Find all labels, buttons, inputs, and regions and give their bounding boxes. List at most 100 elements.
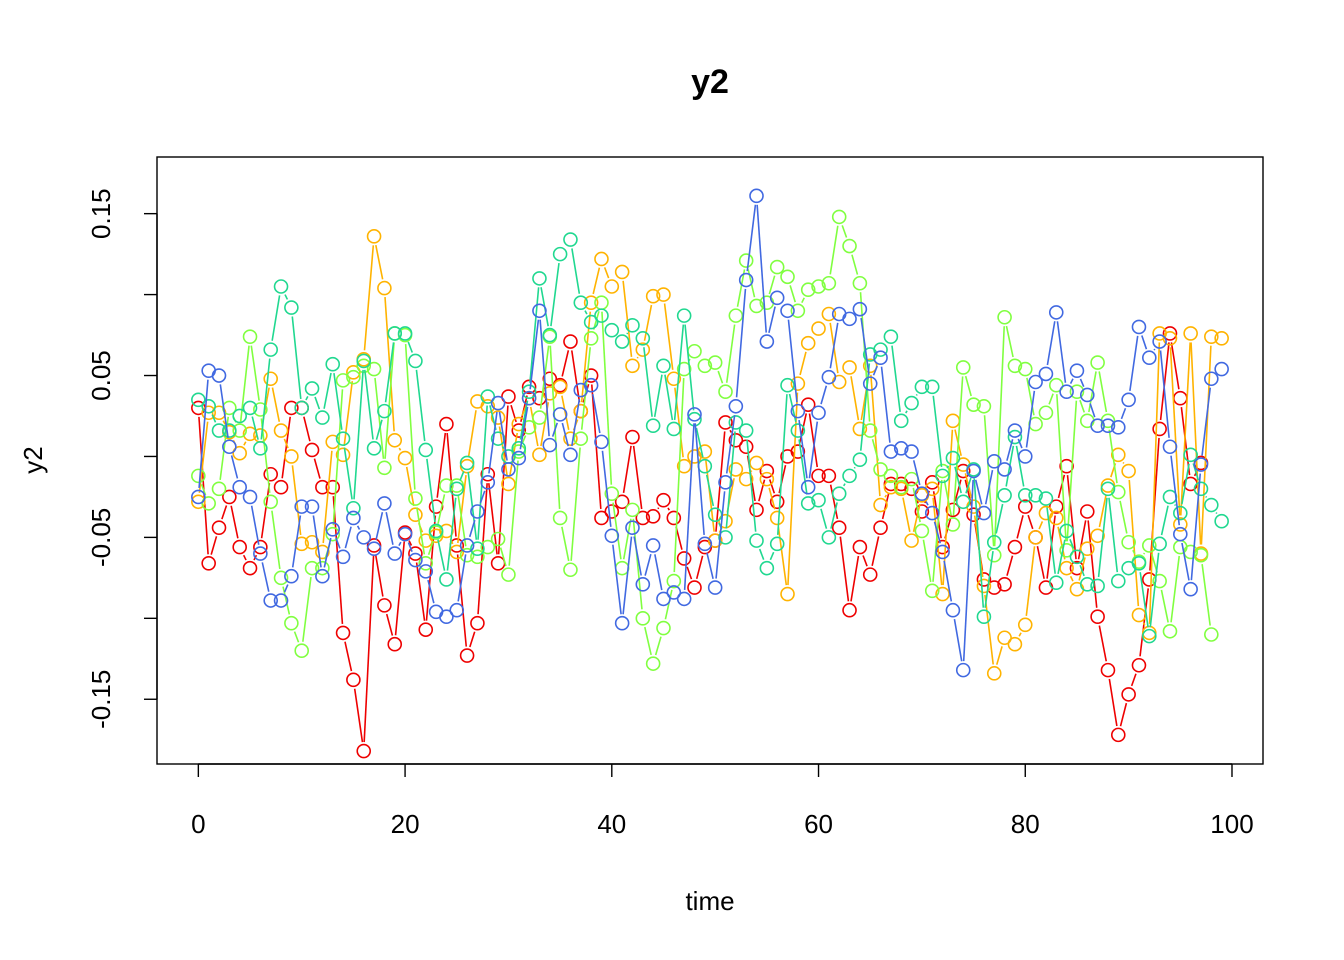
series-3-segment bbox=[1143, 552, 1146, 555]
series-1-point bbox=[945, 502, 961, 518]
series-2-point bbox=[1173, 517, 1188, 532]
series-5-segment bbox=[1120, 407, 1127, 420]
series-5-segment bbox=[880, 366, 891, 443]
series-1-segment bbox=[221, 505, 228, 520]
series-5-segment bbox=[519, 406, 529, 450]
series-5-point bbox=[790, 403, 806, 419]
series-4-segment bbox=[284, 294, 289, 300]
series-1-point bbox=[346, 672, 361, 688]
series-4-point bbox=[387, 326, 403, 341]
series-5-segment bbox=[1129, 335, 1139, 392]
series-2-point bbox=[408, 507, 423, 523]
series-5-point bbox=[211, 368, 227, 383]
series-5-segment bbox=[1025, 390, 1036, 448]
series-3-point bbox=[583, 330, 599, 346]
series-2-point bbox=[614, 264, 630, 280]
series-4-point bbox=[604, 322, 620, 338]
series-1-segment bbox=[881, 492, 890, 520]
series-5-point bbox=[1141, 350, 1157, 366]
series-2-point bbox=[284, 449, 299, 464]
chart-title: y2 bbox=[691, 63, 729, 101]
series-1-segment bbox=[954, 479, 962, 502]
series-1-point bbox=[253, 539, 268, 555]
series-3-point bbox=[614, 560, 630, 576]
series-2-point bbox=[490, 410, 506, 425]
series-5-point bbox=[769, 290, 785, 306]
series-3-point bbox=[604, 486, 620, 501]
series-4-point bbox=[1038, 491, 1054, 506]
series-4-point bbox=[707, 507, 723, 523]
series-2-segment bbox=[663, 303, 674, 370]
series-5-segment bbox=[198, 379, 209, 489]
series-4-segment bbox=[477, 405, 488, 540]
series-3-segment bbox=[841, 225, 848, 238]
series-2-point bbox=[1141, 625, 1157, 641]
series-5-point bbox=[1173, 526, 1188, 542]
series-4-point bbox=[614, 334, 630, 349]
series-4-point bbox=[511, 441, 527, 456]
series-4-segment bbox=[1160, 505, 1169, 536]
series-1-point bbox=[1079, 504, 1095, 519]
series-3-point bbox=[1110, 484, 1126, 500]
series-1-point bbox=[1100, 662, 1116, 678]
series-4-point bbox=[542, 327, 558, 343]
series-5-point bbox=[666, 585, 682, 600]
series-5-segment bbox=[756, 204, 768, 333]
series-2-point bbox=[1079, 541, 1095, 557]
series-4-point bbox=[1048, 575, 1064, 591]
series-2-point bbox=[335, 447, 351, 463]
series-1-segment bbox=[436, 432, 447, 498]
series-4-segment bbox=[905, 410, 908, 414]
series-2-point bbox=[945, 413, 961, 429]
series-3-point bbox=[501, 567, 516, 582]
series-5-point bbox=[397, 526, 413, 542]
series-2-point bbox=[852, 421, 868, 437]
series-5-segment bbox=[250, 505, 260, 545]
series-2-segment bbox=[1025, 546, 1036, 616]
series-2-point bbox=[1028, 530, 1043, 545]
series-4-segment bbox=[519, 400, 529, 440]
series-1-point bbox=[304, 442, 320, 458]
series-5-point bbox=[614, 615, 630, 631]
series-5-point bbox=[811, 405, 826, 421]
series-4-point bbox=[335, 431, 351, 446]
series-2-point bbox=[552, 379, 568, 395]
series-2-segment bbox=[622, 280, 633, 357]
series-2-segment bbox=[995, 646, 1003, 665]
series-2-segment bbox=[984, 594, 994, 665]
series-5-segment bbox=[385, 512, 394, 545]
series-3-segment bbox=[1160, 589, 1169, 623]
series-3-point bbox=[697, 358, 713, 374]
series-5-point bbox=[552, 407, 568, 422]
series-5-point bbox=[862, 376, 878, 391]
series-2-segment bbox=[1128, 479, 1140, 607]
series-3-segment bbox=[673, 377, 685, 573]
series-5-segment bbox=[261, 562, 270, 592]
series-3-point bbox=[1017, 361, 1033, 377]
series-1-point bbox=[635, 510, 651, 526]
series-3-point bbox=[945, 517, 961, 532]
series-2-segment bbox=[580, 311, 592, 403]
series-4-segment bbox=[643, 347, 653, 417]
series-5-point bbox=[1100, 418, 1116, 433]
series-3-point bbox=[780, 269, 795, 285]
series-4-segment bbox=[746, 439, 757, 532]
series-5-point bbox=[222, 439, 237, 455]
series-5-segment bbox=[962, 479, 974, 662]
series-2-point bbox=[986, 666, 1002, 681]
series-5-point bbox=[356, 530, 372, 545]
series-3-segment bbox=[654, 636, 662, 656]
series-4-segment bbox=[251, 416, 259, 440]
series-5-point bbox=[893, 441, 909, 456]
series-3-point bbox=[1007, 358, 1023, 374]
series-4-point bbox=[408, 353, 423, 369]
series-3-point bbox=[1152, 573, 1167, 589]
series-5-segment bbox=[953, 618, 963, 662]
series-3-point bbox=[914, 523, 930, 539]
series-3-point bbox=[325, 526, 341, 542]
series-2-segment bbox=[398, 447, 402, 451]
series-1-segment bbox=[456, 554, 468, 647]
series-5-point bbox=[955, 662, 971, 678]
series-3-point bbox=[976, 398, 992, 414]
series-4-point bbox=[470, 541, 485, 557]
